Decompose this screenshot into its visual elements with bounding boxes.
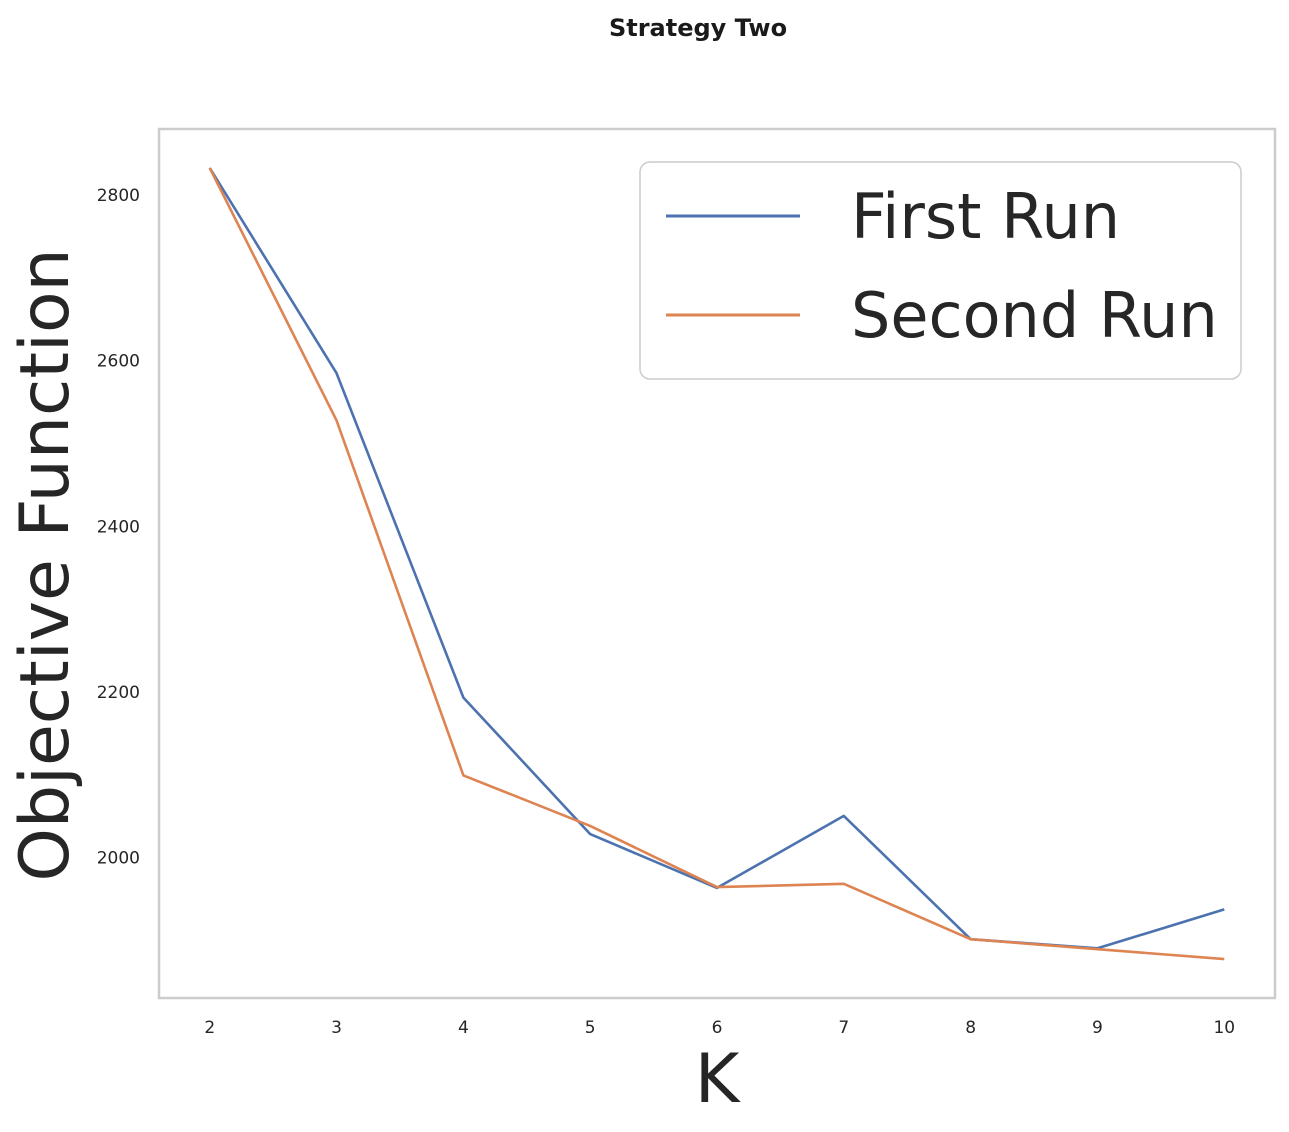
y-tick-label: 2000: [97, 848, 140, 868]
y-axis-ticks: 2000 2200 2400 2600 2800: [97, 186, 140, 868]
legend: First Run Second Run: [639, 161, 1242, 380]
y-tick-label: 2400: [97, 517, 140, 537]
series-line-second-run: [208, 167, 1225, 961]
y-axis-label: Objective Function: [6, 248, 85, 881]
x-tick-label: 7: [838, 1018, 849, 1038]
x-axis-label: K: [695, 1040, 742, 1119]
x-tick-label: 8: [965, 1018, 976, 1038]
x-tick-label: 2: [204, 1018, 215, 1038]
legend-label: First Run: [851, 180, 1120, 253]
legend-label: Second Run: [851, 279, 1218, 352]
x-axis-ticks: 2 3 4 5 6 7 8 9 10: [204, 1018, 1235, 1038]
chart-title: Strategy Two: [609, 14, 787, 42]
y-tick-label: 2200: [97, 683, 140, 703]
x-tick-label: 9: [1092, 1018, 1103, 1038]
x-tick-label: 5: [585, 1018, 596, 1038]
series-lines: [208, 167, 1225, 961]
y-tick-label: 2800: [97, 186, 140, 206]
x-tick-label: 6: [712, 1018, 723, 1038]
x-tick-label: 10: [1213, 1018, 1235, 1038]
x-tick-label: 3: [331, 1018, 342, 1038]
x-tick-label: 4: [458, 1018, 469, 1038]
y-tick-label: 2600: [97, 352, 140, 372]
